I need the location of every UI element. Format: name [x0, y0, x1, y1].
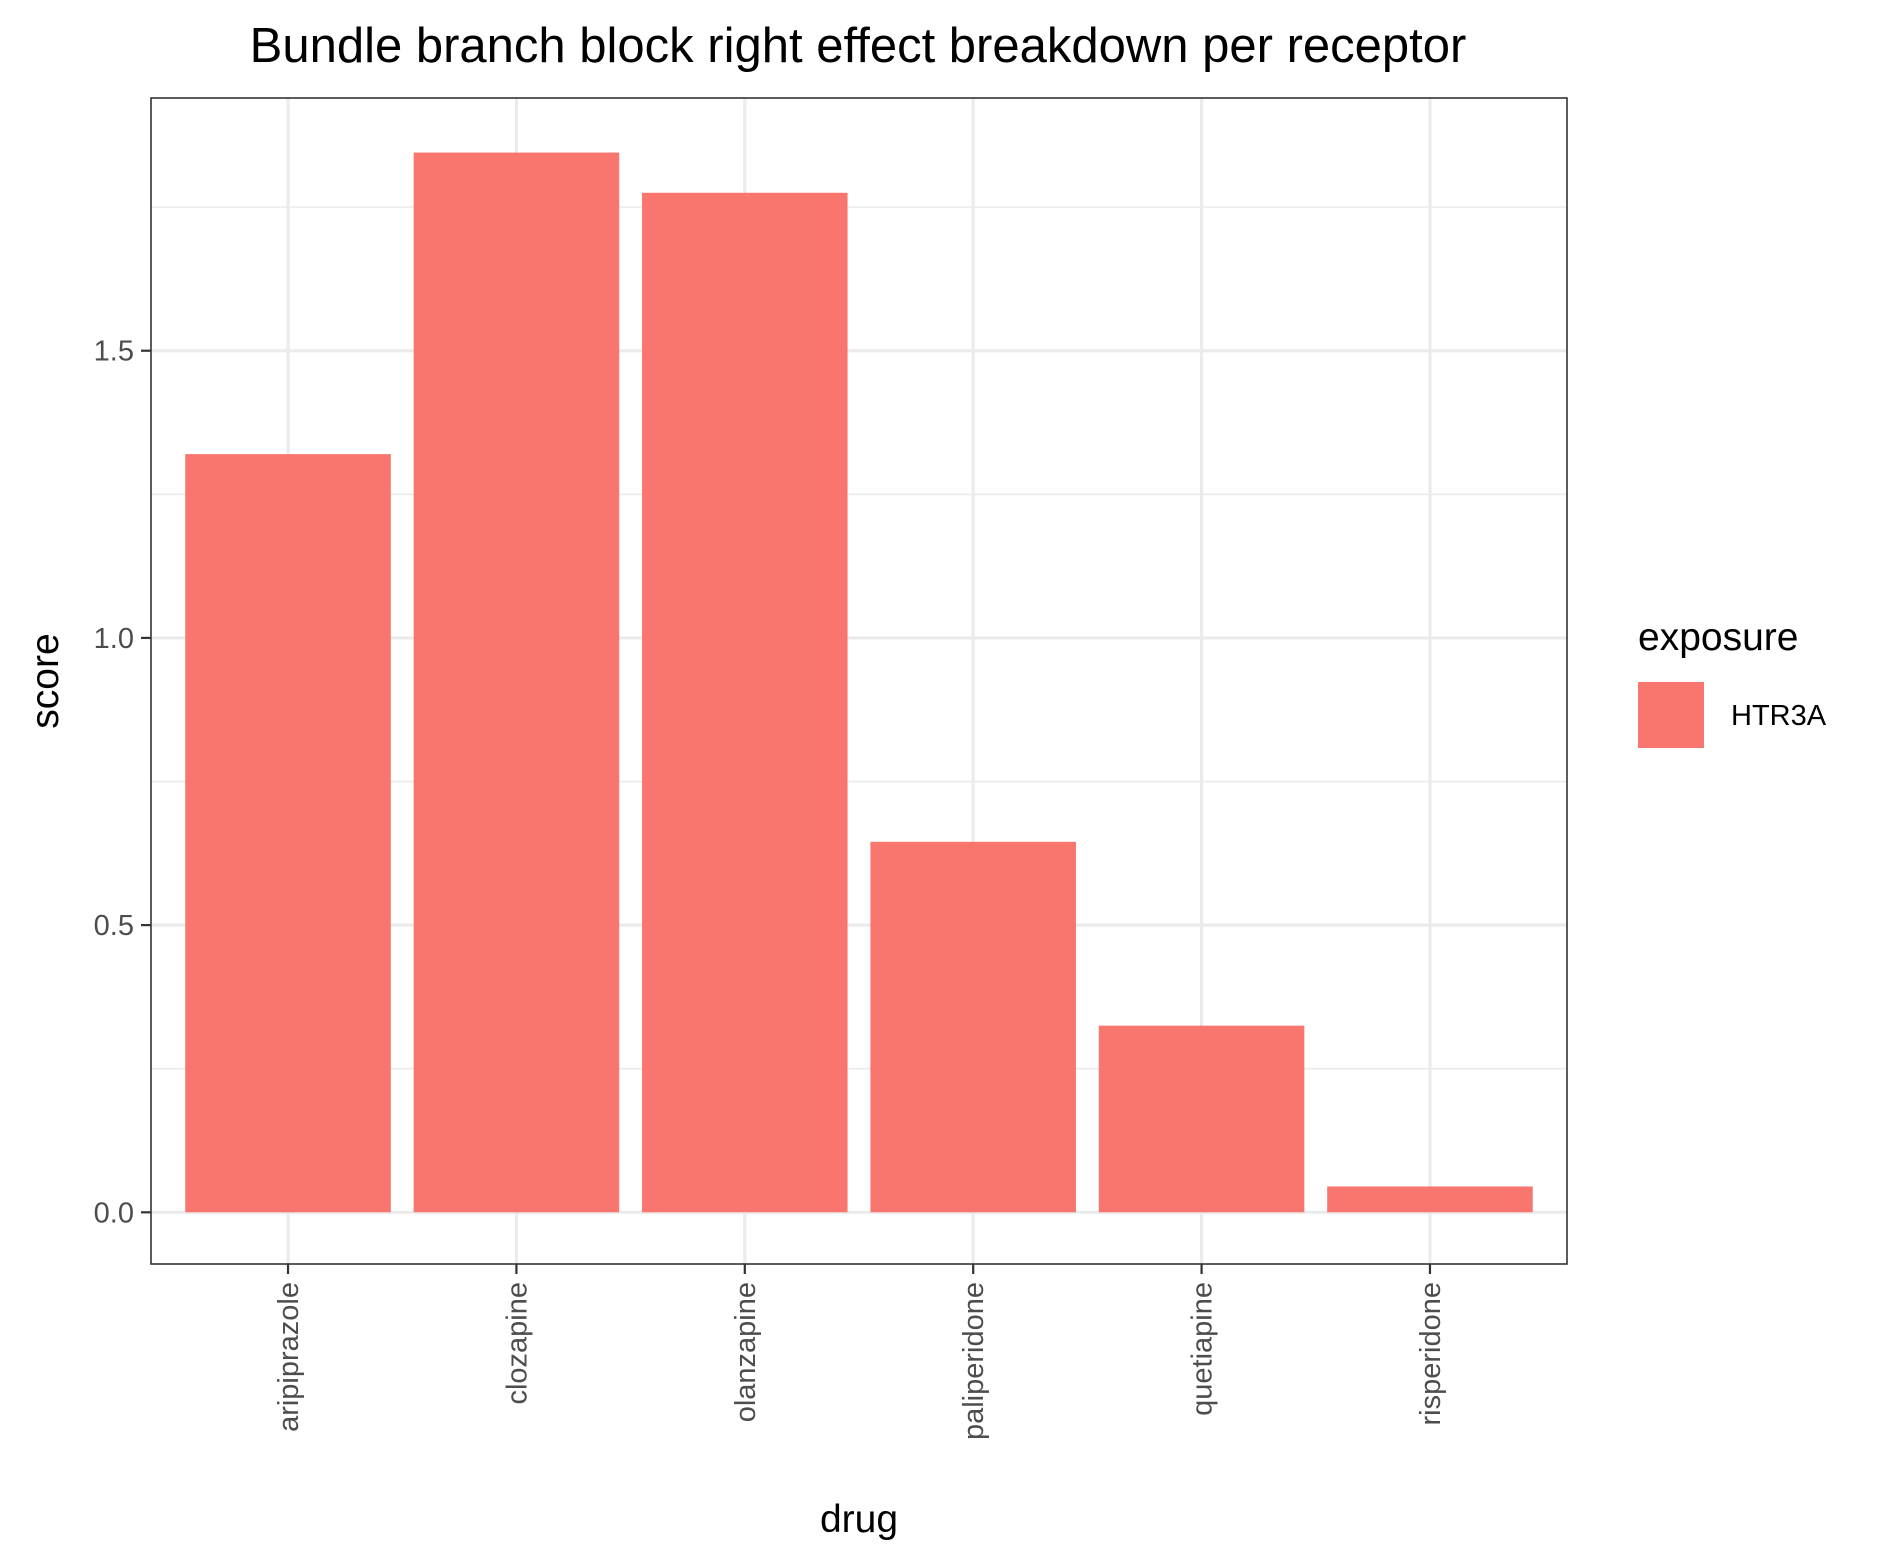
- bar-quetiapine: [1098, 1025, 1305, 1213]
- bar-risperidone: [1327, 1186, 1533, 1213]
- legend: exposure HTR3A: [1638, 616, 1827, 748]
- y-axis-title: score: [24, 633, 67, 728]
- x-tick-label: olanzapine: [730, 1282, 762, 1422]
- x-tick-label: risperidone: [1415, 1282, 1447, 1425]
- y-axis: 0.0 0.5 1.0 1.5: [94, 336, 151, 1229]
- panel-border: [150, 97, 1568, 1265]
- y-tick-label: 0.0: [94, 1197, 134, 1229]
- y-tick-label: 1.5: [94, 336, 134, 368]
- x-tick-label: quetiapine: [1187, 1282, 1219, 1416]
- x-tick-label: clozapine: [501, 1282, 533, 1405]
- legend-key: [1638, 682, 1704, 748]
- bar-clozapine: [413, 152, 620, 1213]
- x-tick-label: aripiprazole: [273, 1282, 305, 1432]
- legend-label: HTR3A: [1731, 700, 1827, 732]
- x-tick-label: paliperidone: [958, 1282, 990, 1440]
- x-axis-title: drug: [820, 1498, 898, 1541]
- chart-title: Bundle branch block right effect breakdo…: [250, 19, 1467, 73]
- y-tick-label: 1.0: [94, 623, 134, 655]
- bars: [185, 152, 1533, 1213]
- bar-paliperidone: [870, 841, 1076, 1213]
- y-tick-label: 0.5: [94, 910, 134, 942]
- x-axis: aripiprazole clozapine olanzapine paliperid…: [273, 1264, 1447, 1440]
- bar-olanzapine: [642, 192, 848, 1213]
- legend-title: exposure: [1638, 616, 1798, 659]
- plot-panel: [150, 97, 1568, 1265]
- bar-aripiprazole: [185, 454, 391, 1213]
